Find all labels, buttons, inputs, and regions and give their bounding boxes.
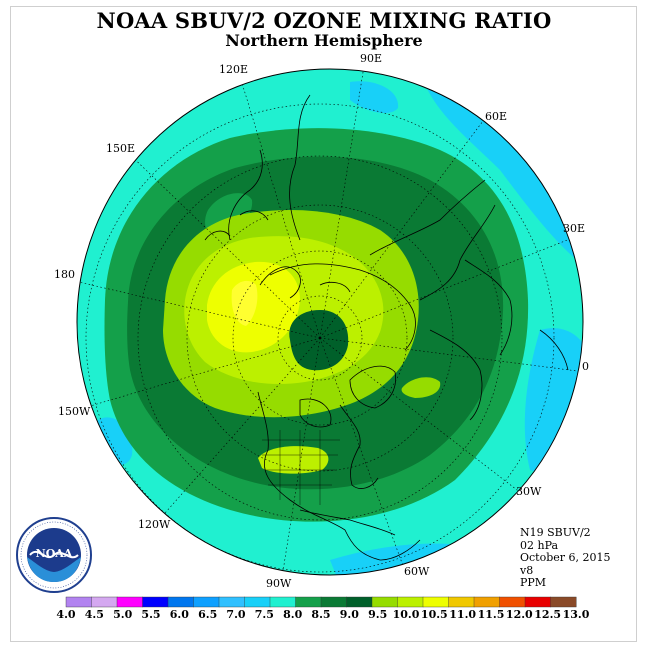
lon-label-120e: 120E xyxy=(219,63,249,76)
map-subtitle: Northern Hemisphere xyxy=(225,31,423,50)
colorbar-cell xyxy=(91,596,118,608)
colorbar-label: 9.0 xyxy=(340,608,359,621)
lon-label-90w: 90W xyxy=(266,577,292,590)
lon-label-180: 180 xyxy=(54,268,75,281)
info-block: N19 SBUV/2 02 hPa October 6, 2015 v8 PPM xyxy=(520,526,611,590)
colorbar-cell xyxy=(65,596,92,608)
colorbar-label: 13.0 xyxy=(563,608,590,621)
colorbar-label: 9.5 xyxy=(368,608,387,621)
lon-label-90e: 90E xyxy=(360,52,383,65)
lon-label-30w: 30W xyxy=(516,485,542,498)
contour-level-7.5-n xyxy=(350,81,399,114)
colorbar-label: 7.0 xyxy=(226,608,245,621)
latitude-circles xyxy=(85,103,555,573)
colorbar-cell xyxy=(550,596,577,608)
colorbar-label: 11.0 xyxy=(449,608,476,621)
noaa-logo-icon: NOAA xyxy=(16,517,92,593)
colorbar-label: 7.5 xyxy=(255,608,274,621)
colorbar-cell xyxy=(524,596,551,608)
figure-frame xyxy=(10,6,637,642)
info-units: PPM xyxy=(520,576,547,589)
colorbar-cell xyxy=(371,596,398,608)
colorbar-cell xyxy=(269,596,296,608)
colorbar-label: 6.5 xyxy=(198,608,217,621)
contour-level-7.5-ne xyxy=(420,70,583,270)
lon-label-0: 0 xyxy=(582,360,589,373)
colorbar-cell xyxy=(346,596,373,608)
lon-label-60e: 60E xyxy=(485,110,508,123)
colorbar-cell xyxy=(499,596,526,608)
colorbar-cell xyxy=(320,596,347,608)
info-pressure: 02 hPa xyxy=(520,538,559,552)
map-title: NOAA SBUV/2 OZONE MIXING RATIO xyxy=(96,8,552,33)
contour-patch-us xyxy=(258,446,329,474)
colorbar-cell xyxy=(218,596,245,608)
globe-outline xyxy=(76,68,584,576)
noaa-logo-text: NOAA xyxy=(36,547,73,560)
us-state-lines xyxy=(262,430,340,505)
colorbar-cell xyxy=(295,596,322,608)
colorbar-label: 12.0 xyxy=(506,608,533,621)
coastlines xyxy=(204,94,569,561)
lon-label-30e: 30E xyxy=(563,222,586,235)
colorbar-label: 11.5 xyxy=(478,608,505,621)
lon-label-120w: 120W xyxy=(138,518,171,531)
colorbar-label: 10.0 xyxy=(393,608,420,621)
colorbar-label: 5.5 xyxy=(141,608,160,621)
meridians xyxy=(77,69,583,575)
colorbar-label: 8.5 xyxy=(311,608,330,621)
colorbar-label: 5.0 xyxy=(113,608,132,621)
contour-low-pole xyxy=(289,310,349,371)
colorbar-cell xyxy=(448,596,475,608)
lon-label-60w: 60W xyxy=(404,565,430,578)
info-date: October 6, 2015 xyxy=(520,551,611,564)
contour-level-7.5-s xyxy=(330,543,460,575)
colorbar-cell xyxy=(193,596,220,608)
colorbar-cell xyxy=(473,596,500,608)
colorbar-label: 8.0 xyxy=(283,608,302,621)
contour-patch-atlantic xyxy=(401,377,441,398)
colorbar-label: 12.5 xyxy=(534,608,561,621)
colorbar-cell xyxy=(397,596,424,608)
colorbar-cell xyxy=(142,596,169,608)
colorbar-label: 10.5 xyxy=(421,608,448,621)
lon-label-150e: 150E xyxy=(106,142,136,155)
colorbar-label: 6.0 xyxy=(170,608,189,621)
colorbar-cell xyxy=(244,596,271,608)
colorbar-cell xyxy=(116,596,143,608)
colorbar-label: 4.5 xyxy=(85,608,104,621)
colorbar-cell xyxy=(167,596,194,608)
contour-level-7.5-e xyxy=(524,328,583,472)
colorbar-label: 4.0 xyxy=(56,608,75,621)
colorbar: 4.0 4.5 5.0 5.5 6.0 6.5 7.0 7.5 8.0 8.5 9.0 9.5 10.0… xyxy=(56,596,590,621)
contour-level-10.5-core xyxy=(231,280,258,326)
info-version: v8 xyxy=(520,563,534,577)
info-satellite: N19 SBUV/2 xyxy=(520,526,591,539)
lon-label-150w: 150W xyxy=(58,405,91,418)
colorbar-cell xyxy=(422,596,449,608)
